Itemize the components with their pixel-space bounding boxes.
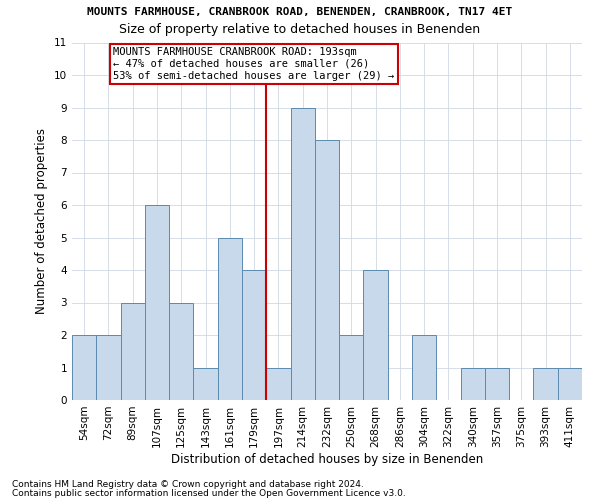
Bar — [485, 368, 509, 400]
Bar — [533, 368, 558, 400]
Bar — [218, 238, 242, 400]
Text: Contains public sector information licensed under the Open Government Licence v3: Contains public sector information licen… — [12, 489, 406, 498]
Bar — [169, 302, 193, 400]
Bar — [364, 270, 388, 400]
Bar — [145, 205, 169, 400]
Text: Contains HM Land Registry data © Crown copyright and database right 2024.: Contains HM Land Registry data © Crown c… — [12, 480, 364, 489]
Y-axis label: Number of detached properties: Number of detached properties — [35, 128, 49, 314]
Bar — [96, 335, 121, 400]
Bar — [412, 335, 436, 400]
Bar — [290, 108, 315, 400]
Text: MOUNTS FARMHOUSE CRANBROOK ROAD: 193sqm
← 47% of detached houses are smaller (26: MOUNTS FARMHOUSE CRANBROOK ROAD: 193sqm … — [113, 48, 395, 80]
Text: Size of property relative to detached houses in Benenden: Size of property relative to detached ho… — [119, 22, 481, 36]
X-axis label: Distribution of detached houses by size in Benenden: Distribution of detached houses by size … — [171, 452, 483, 466]
Text: MOUNTS FARMHOUSE, CRANBROOK ROAD, BENENDEN, CRANBROOK, TN17 4ET: MOUNTS FARMHOUSE, CRANBROOK ROAD, BENEND… — [88, 8, 512, 18]
Bar — [242, 270, 266, 400]
Bar — [121, 302, 145, 400]
Bar — [558, 368, 582, 400]
Bar — [315, 140, 339, 400]
Bar — [193, 368, 218, 400]
Bar — [339, 335, 364, 400]
Bar — [72, 335, 96, 400]
Bar — [461, 368, 485, 400]
Bar — [266, 368, 290, 400]
